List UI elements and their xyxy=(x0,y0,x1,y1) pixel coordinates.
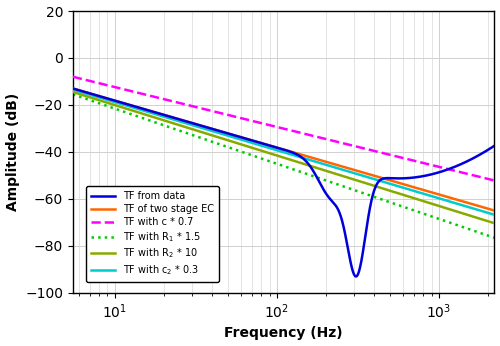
TF with c$_2$ * 0.3 xyxy=(250,141,256,145)
TF with R$_2$ * 10 xyxy=(438,204,444,209)
TF with R$_1$ * 1.5 xyxy=(483,233,489,237)
TF from data xyxy=(70,86,76,91)
Legend: TF from data, TF of two stage EC, TF with c * 0.7, TF with R$_1$ * 1.5, TF with : TF from data, TF of two stage EC, TF wit… xyxy=(86,186,219,282)
TF of two stage EC xyxy=(483,206,489,210)
TF of two stage EC xyxy=(118,100,124,104)
TF with c$_2$ * 0.3 xyxy=(70,88,76,92)
TF of two stage EC xyxy=(438,193,444,197)
TF with c$_2$ * 0.3 xyxy=(483,210,489,215)
TF of two stage EC xyxy=(492,209,498,213)
TF with c * 0.7 xyxy=(143,93,149,97)
TF from data xyxy=(118,100,124,104)
TF from data xyxy=(492,144,498,148)
TF with R$_2$ * 10 xyxy=(143,113,149,117)
TF from data xyxy=(232,133,237,137)
TF with c * 0.7 xyxy=(118,86,124,91)
TF with R$_2$ * 10 xyxy=(492,221,498,225)
TF with R$_2$ * 10 xyxy=(483,219,489,223)
TF with c * 0.7 xyxy=(232,115,237,119)
TF with R$_1$ * 1.5 xyxy=(492,236,498,240)
TF of two stage EC xyxy=(143,108,149,112)
TF with c * 0.7 xyxy=(483,176,489,181)
TF with R$_1$ * 1.5 xyxy=(250,154,256,158)
X-axis label: Frequency (Hz): Frequency (Hz) xyxy=(224,326,343,340)
TF with c$_2$ * 0.3 xyxy=(492,213,498,217)
Line: TF with R$_2$ * 10: TF with R$_2$ * 10 xyxy=(73,92,494,223)
TF from data xyxy=(484,149,490,153)
TF with c * 0.7 xyxy=(70,75,76,79)
TF with c$_2$ * 0.3 xyxy=(118,102,124,106)
TF with R$_2$ * 10 xyxy=(118,105,124,109)
Line: TF with c * 0.7: TF with c * 0.7 xyxy=(73,77,494,181)
TF from data xyxy=(250,138,256,143)
TF with R$_1$ * 1.5 xyxy=(143,117,149,121)
TF of two stage EC xyxy=(70,86,76,91)
Y-axis label: Amplitude (dB): Amplitude (dB) xyxy=(6,93,20,211)
TF with c$_2$ * 0.3 xyxy=(438,197,444,201)
TF with R$_2$ * 10 xyxy=(70,90,76,94)
TF from data xyxy=(353,274,359,279)
TF with R$_2$ * 10 xyxy=(250,146,256,150)
TF with R$_1$ * 1.5 xyxy=(70,92,76,97)
TF from data xyxy=(143,108,149,112)
TF with c * 0.7 xyxy=(492,179,498,183)
Line: TF of two stage EC: TF of two stage EC xyxy=(73,89,494,211)
TF with R$_1$ * 1.5 xyxy=(438,217,444,221)
TF with c$_2$ * 0.3 xyxy=(143,109,149,113)
TF with c * 0.7 xyxy=(438,165,444,170)
TF from data xyxy=(438,170,444,174)
TF of two stage EC xyxy=(232,133,237,137)
TF with c * 0.7 xyxy=(250,119,256,123)
Line: TF with R$_1$ * 1.5: TF with R$_1$ * 1.5 xyxy=(73,94,494,238)
Line: TF from data: TF from data xyxy=(73,89,494,276)
TF with R$_1$ * 1.5 xyxy=(232,147,237,152)
TF with R$_2$ * 10 xyxy=(232,140,237,144)
TF with R$_1$ * 1.5 xyxy=(118,109,124,113)
Line: TF with c$_2$ * 0.3: TF with c$_2$ * 0.3 xyxy=(73,90,494,215)
TF with c$_2$ * 0.3 xyxy=(232,136,237,140)
TF of two stage EC xyxy=(250,138,256,143)
